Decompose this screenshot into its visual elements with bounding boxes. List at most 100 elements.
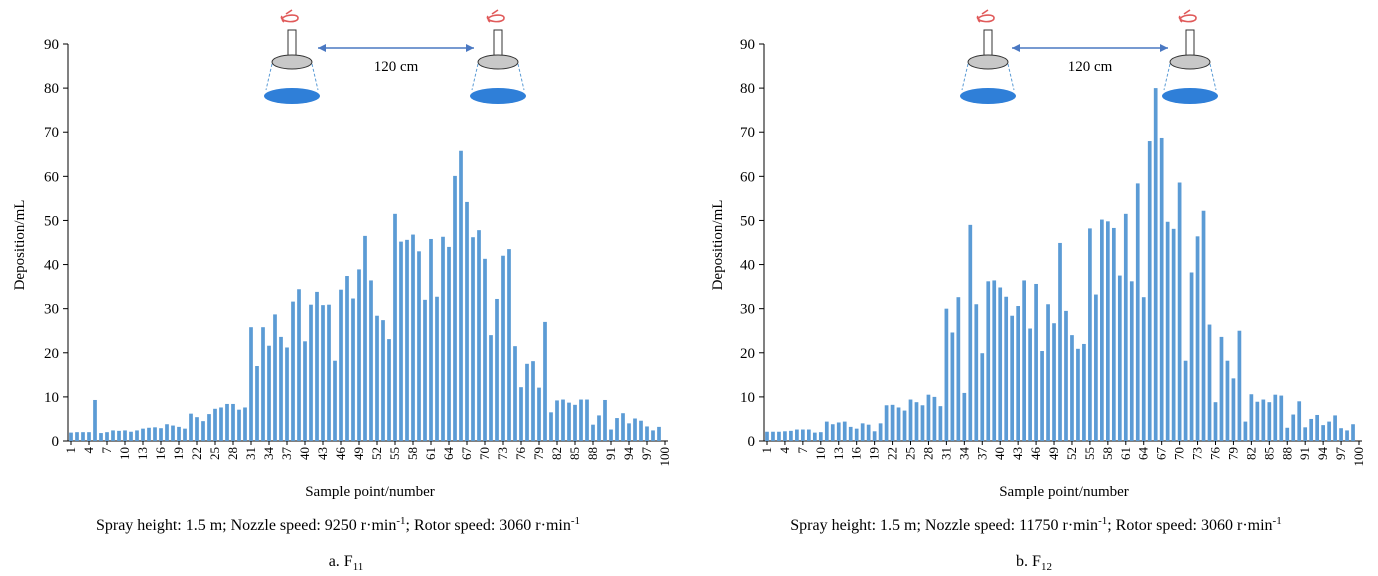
bar [501, 255, 505, 441]
bar [1201, 210, 1206, 441]
bar [75, 432, 79, 441]
bar [1165, 221, 1170, 441]
y-axis-label: Deposition/mL [12, 200, 28, 291]
bar [603, 399, 607, 441]
bar [1297, 401, 1302, 441]
bar [1022, 280, 1026, 441]
bar [651, 430, 655, 441]
x-tick-label: 16 [153, 447, 168, 461]
bar [783, 431, 787, 441]
bar [345, 276, 349, 441]
y-tick-label: 10 [44, 390, 59, 406]
bar [177, 426, 181, 441]
bar [339, 289, 343, 441]
bar [1117, 275, 1122, 441]
x-tick-label: 58 [405, 447, 420, 460]
bar [531, 361, 535, 441]
bar [1291, 414, 1296, 441]
bar [171, 425, 175, 441]
bar [1040, 351, 1044, 441]
bar [1345, 430, 1349, 441]
bar [621, 413, 625, 441]
bar [1111, 227, 1116, 441]
x-tick-label: 94 [621, 447, 636, 461]
bar [765, 431, 769, 441]
bar [1094, 294, 1098, 441]
bar [830, 424, 835, 441]
bar [69, 432, 73, 441]
y-tick-label: 50 [740, 213, 755, 229]
bar [1315, 414, 1320, 441]
bar [153, 427, 157, 441]
bar [926, 394, 931, 441]
bar [123, 430, 127, 441]
bar [1237, 330, 1242, 441]
x-tick-label: 67 [459, 447, 474, 461]
bar [417, 251, 421, 441]
x-tick-label: 43 [1010, 447, 1025, 460]
bar [333, 360, 337, 441]
x-tick-label: 64 [441, 447, 456, 461]
bar [369, 280, 373, 441]
x-tick-label: 37 [974, 447, 989, 461]
bar [1070, 335, 1074, 441]
bar [1219, 336, 1224, 441]
bar [219, 407, 223, 441]
x-tick-label: 19 [171, 447, 186, 460]
bar [591, 424, 595, 441]
bar [878, 423, 883, 441]
bar [549, 412, 553, 441]
distance-label: 120 cm [374, 59, 419, 75]
bar [453, 175, 457, 442]
bar [543, 321, 547, 441]
x-tick-label: 37 [279, 447, 294, 461]
bar [303, 341, 307, 441]
bar [477, 230, 481, 441]
bar [812, 432, 817, 441]
bar [1231, 378, 1236, 441]
y-tick-label: 30 [740, 302, 755, 318]
bar [567, 402, 571, 441]
bar [950, 332, 955, 441]
x-tick-label: 97 [1333, 447, 1348, 461]
bar [633, 418, 637, 441]
bar [645, 426, 649, 441]
bar [908, 399, 913, 441]
bar [1141, 297, 1146, 441]
x-tick-label: 19 [867, 447, 882, 460]
bar [1213, 402, 1218, 441]
bar [441, 236, 445, 441]
x-tick-label: 34 [956, 447, 971, 461]
bar [1267, 402, 1272, 441]
bar [1183, 360, 1188, 441]
bar [1285, 427, 1290, 441]
bar [381, 320, 385, 441]
x-tick-label: 49 [351, 447, 366, 460]
bar [1189, 272, 1194, 441]
bar [315, 291, 319, 441]
y-tick-label: 20 [44, 346, 59, 362]
bar [789, 430, 793, 441]
x-tick-label: 100 [657, 447, 672, 467]
bar [1076, 348, 1080, 441]
bar [1339, 428, 1343, 441]
bar [818, 432, 823, 441]
bar [657, 426, 661, 441]
bar [411, 234, 415, 441]
bar [159, 428, 163, 441]
x-tick-label: 55 [387, 447, 402, 460]
bar [225, 403, 229, 441]
bar [597, 415, 601, 441]
x-tick-label: 64 [1136, 447, 1151, 461]
bar [998, 287, 1003, 441]
nozzle-left-icon [264, 9, 320, 104]
bar [375, 315, 379, 441]
x-tick-label: 22 [189, 447, 204, 460]
bar [507, 249, 511, 441]
bar [237, 409, 241, 441]
x-tick-label: 10 [117, 447, 132, 460]
x-tick-label: 61 [1118, 447, 1133, 460]
x-tick-label: 85 [567, 447, 582, 460]
